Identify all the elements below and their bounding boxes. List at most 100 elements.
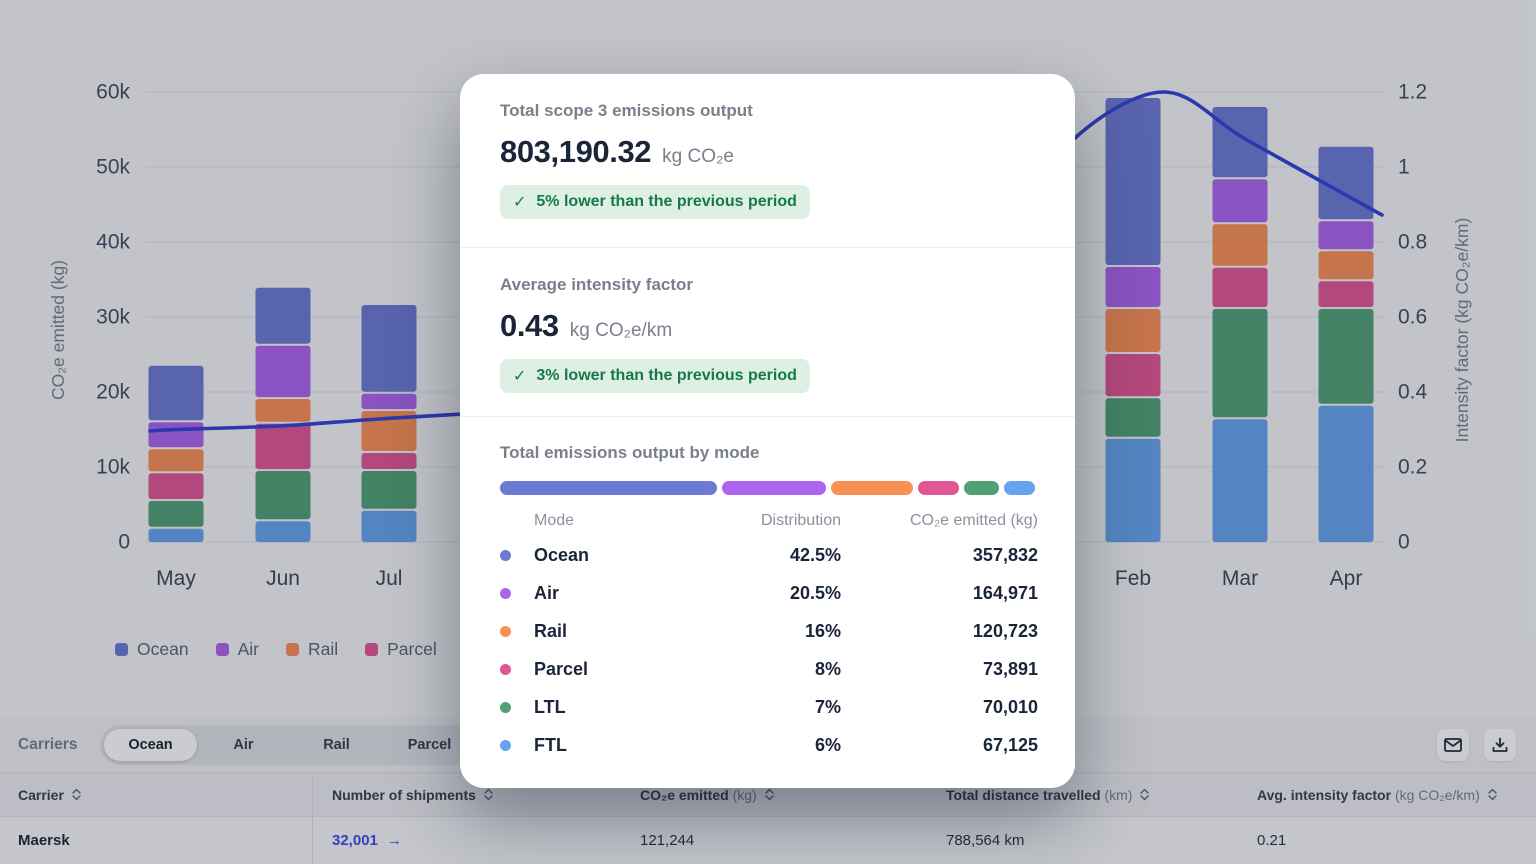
- mode-row-ltl: LTL 7% 70,010: [500, 688, 1038, 726]
- emissions-charts: 0 0 10k 0.2 20k 0.4 30k 0.6 40k 0.8 50k 1 60k 1.2 CO₂e…: [48, 81, 1472, 591]
- tab-ocean[interactable]: Ocean: [104, 729, 197, 761]
- distribution-column-header: Distribution: [760, 512, 841, 529]
- mode-row-parcel: Parcel 8% 73,891: [500, 650, 1038, 688]
- distance-value: 788,564 km: [946, 832, 1025, 849]
- svg-text:0.8: 0.8: [1398, 231, 1427, 254]
- svg-text:0.6: 0.6: [1398, 306, 1427, 329]
- svg-text:Feb: Feb: [1115, 567, 1151, 590]
- emitted-column-header: CO₂e emitted (kg): [909, 512, 1038, 529]
- sort-icon: [484, 788, 493, 801]
- tab-rail[interactable]: Rail: [290, 729, 383, 761]
- column-header-carrier[interactable]: Carrier: [0, 773, 312, 816]
- dist-segment-rail: [831, 481, 913, 495]
- sort-icon: [1140, 788, 1150, 801]
- intensity-factor-value: 0.43: [500, 308, 559, 343]
- total-emissions-unit: kg CO₂e: [662, 146, 734, 167]
- download-button[interactable]: [1484, 729, 1516, 761]
- column-header-total-distance-travelled[interactable]: Total distance travelled (km): [926, 773, 1237, 816]
- mail-icon: [1444, 738, 1462, 752]
- column-divider: [312, 773, 313, 864]
- mode-distribution: 7%: [814, 696, 841, 717]
- check-icon: ✓: [513, 194, 527, 211]
- mode-dot-rail: [500, 625, 511, 637]
- tab-air[interactable]: Air: [197, 729, 290, 761]
- legend-swatch-rail: [285, 643, 299, 656]
- legend-swatch-parcel: [365, 643, 379, 656]
- chart-0-bars: May Jun Jul: [148, 287, 417, 590]
- mode-dot-parcel: [500, 663, 511, 675]
- chart-1-bars: Feb Mar Apr: [1105, 98, 1374, 590]
- arrow-right-icon: →: [386, 832, 402, 849]
- svg-text:Jul: Jul: [376, 567, 403, 590]
- toolbar-actions: [1437, 729, 1516, 761]
- mode-dot-ocean: [500, 549, 511, 561]
- svg-text:50k: 50k: [96, 156, 130, 179]
- dist-segment-ocean: [500, 481, 717, 495]
- mode-label: Air: [534, 582, 560, 603]
- mode-row-ftl: FTL 6% 67,125: [500, 726, 1038, 764]
- svg-text:CO₂e emitted (kg): CO₂e emitted (kg): [48, 260, 68, 400]
- mode-label: Ocean: [534, 544, 590, 565]
- total-emissions-badge: ✓ 5% lower than the previous period: [500, 185, 810, 219]
- mode-distribution: 42.5%: [789, 544, 841, 565]
- mode-dot-ftl: [500, 739, 511, 751]
- mode-distribution: 6%: [814, 734, 841, 755]
- mode-emitted: 120,723: [972, 620, 1038, 641]
- shipments-link[interactable]: 32,001 →: [332, 832, 402, 849]
- total-emissions-section: Total scope 3 emissions output 803,190.3…: [460, 74, 1075, 247]
- sort-icon: [764, 788, 774, 801]
- mode-column-header: Mode: [534, 512, 575, 529]
- svg-text:60k: 60k: [96, 81, 130, 104]
- svg-text:Intensity factor (kg CO₂e/km): Intensity factor (kg CO₂e/km): [1452, 218, 1472, 443]
- svg-text:0: 0: [118, 531, 130, 554]
- svg-text:0.4: 0.4: [1398, 381, 1428, 404]
- table-row: Maersk 32,001 → 121,244 788,564 km 0.21: [0, 817, 1536, 864]
- intensity-factor-unit: kg CO₂e/km: [569, 320, 673, 341]
- sort-icon: [72, 788, 81, 801]
- total-emissions-title: Total scope 3 emissions output: [500, 101, 753, 120]
- svg-text:Jun: Jun: [266, 567, 300, 590]
- carriers-label: Carriers: [18, 736, 78, 753]
- mode-emitted: 357,832: [972, 544, 1038, 565]
- column-header-number-of-shipments[interactable]: Number of shipments: [312, 773, 620, 816]
- tab-parcel[interactable]: Parcel: [383, 729, 476, 761]
- mode-dot-ltl: [500, 701, 511, 713]
- carriers-table: Carrier Number of shipments CO₂e emitted (…: [0, 773, 1536, 864]
- chart-legend: Ocean Air Rail Parcel: [115, 639, 437, 660]
- mode-label: FTL: [534, 734, 567, 755]
- mode-row-rail: Rail 16% 120,723: [500, 612, 1038, 650]
- mode-distribution: 20.5%: [789, 582, 841, 603]
- svg-text:10k: 10k: [96, 456, 130, 479]
- legend-item-ocean: Ocean: [115, 639, 189, 660]
- svg-text:30k: 30k: [96, 306, 130, 329]
- mode-row-air: Air 20.5% 164,971: [500, 574, 1038, 612]
- check-icon: ✓: [513, 368, 527, 385]
- mode-emitted: 164,971: [972, 582, 1038, 603]
- svg-text:1: 1: [1398, 156, 1410, 179]
- mode-table-header: Mode Distribution CO₂e emitted (kg): [500, 512, 1038, 530]
- legend-item-rail: Rail: [285, 639, 338, 660]
- intensity-factor-badge-text: 3% lower than the previous period: [536, 367, 797, 384]
- emissions-by-mode-title: Total emissions output by mode: [500, 443, 760, 462]
- column-header-co-e-emitted[interactable]: CO₂e emitted (kg): [620, 773, 926, 816]
- mode-emitted: 67,125: [982, 734, 1038, 755]
- svg-text:0: 0: [1398, 531, 1410, 554]
- download-icon: [1492, 737, 1508, 752]
- mode-table-rows: Ocean 42.5% 357,832 Air 20.5% 164,971 Rail 16% 1…: [500, 536, 1038, 764]
- total-emissions-value: 803,190.32: [500, 134, 652, 169]
- svg-text:1.2: 1.2: [1398, 81, 1427, 104]
- column-header-avg-intensity-factor[interactable]: Avg. intensity factor (kg CO₂e/km): [1237, 773, 1536, 816]
- svg-text:20k: 20k: [96, 381, 130, 404]
- sort-icon: [1487, 788, 1497, 801]
- mode-emitted: 73,891: [982, 658, 1038, 679]
- dist-segment-parcel: [917, 481, 959, 495]
- intensity-value: 0.21: [1257, 832, 1287, 849]
- mode-distribution: 8%: [814, 658, 841, 679]
- email-button[interactable]: [1437, 729, 1469, 761]
- mode-distribution: 16%: [804, 620, 841, 641]
- mode-label: Rail: [534, 620, 568, 641]
- svg-text:Apr: Apr: [1330, 567, 1363, 590]
- intensity-factor-section: Average intensity factor 0.43 kg CO₂e/km…: [460, 247, 1075, 416]
- dist-segment-air: [721, 481, 827, 495]
